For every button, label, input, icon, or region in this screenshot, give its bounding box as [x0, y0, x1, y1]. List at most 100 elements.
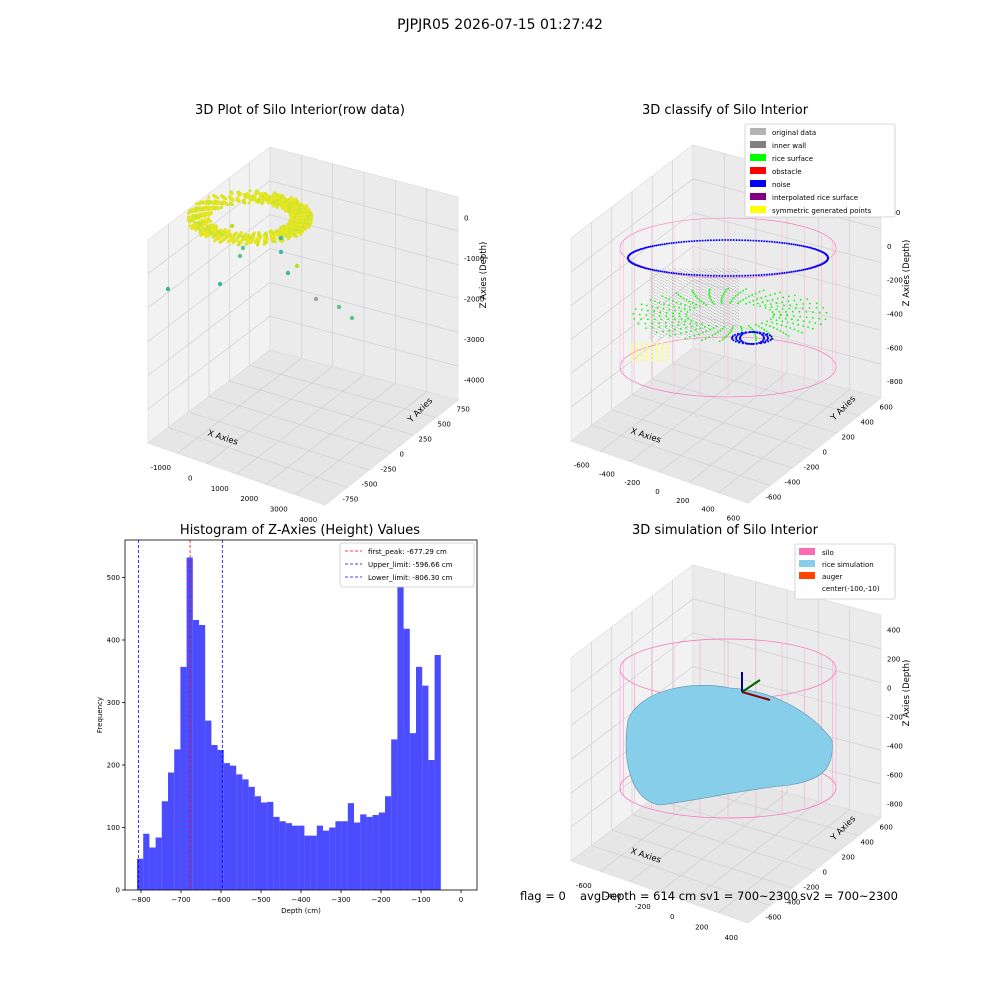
- panel2-legend-label: rice surface: [772, 155, 813, 163]
- histogram-bar: [273, 816, 280, 891]
- panel4-legend-label: rice simulation: [822, 561, 874, 569]
- panel4-legend-label: silo: [822, 549, 834, 557]
- histogram-bar: [223, 763, 230, 891]
- histogram-ytick-label: 300: [107, 699, 120, 707]
- panel4-legend-label: auger: [822, 573, 842, 581]
- panel4-simulation: [619, 638, 837, 819]
- histogram-legend-label: Upper_limit: -596.66 cm: [368, 561, 453, 569]
- panel1-point-cloud: [165, 189, 355, 321]
- panel1-ztick: 0: [464, 214, 468, 222]
- panel1-outlier-point: [278, 249, 284, 255]
- histogram-ytick-label: 0: [116, 887, 120, 895]
- histogram-bar: [186, 557, 193, 890]
- panel4-ytick: 200: [842, 854, 855, 862]
- histogram-bar: [372, 815, 379, 890]
- panel2-ztick: -200: [887, 277, 903, 285]
- histogram-bar: [292, 825, 299, 891]
- panel4-xtick: 0: [670, 913, 674, 921]
- panel4-legend-swatch: [799, 572, 815, 579]
- panel4-rice-surface: [625, 685, 833, 806]
- panel1-outlier-point: [313, 296, 319, 302]
- panel4-xtick: -400: [605, 893, 621, 901]
- panel4-zlabel: Z Axies (Depth): [902, 660, 912, 727]
- histogram-bar: [316, 825, 323, 891]
- panel2-legend-label: noise: [772, 181, 791, 189]
- panel4-ztick: -400: [887, 743, 903, 751]
- panel2-legend-swatch: [750, 128, 766, 135]
- panel2-legend-swatch: [750, 141, 766, 148]
- histogram-bar: [428, 760, 435, 890]
- panel2-legend-label: symmetric generated points: [772, 207, 872, 215]
- histogram-bar: [143, 833, 150, 890]
- panel4-ytick: -200: [804, 884, 820, 892]
- histogram-xtick-label: 0: [459, 896, 463, 904]
- panel4-ytick: 0: [823, 869, 827, 877]
- panel2-xtick: 200: [676, 497, 689, 505]
- panel4-legend-swatch: [799, 560, 815, 567]
- histogram-bar: [354, 822, 361, 890]
- panel1-ytick: -500: [362, 481, 378, 489]
- panel2-xtick: -400: [599, 470, 615, 478]
- panel1-outlier-point: [240, 245, 246, 251]
- histogram-bar: [434, 655, 441, 890]
- histogram-xtick-label: −400: [291, 896, 310, 904]
- panel4-ztick: -600: [887, 772, 903, 780]
- panel1-ytick: 750: [457, 406, 470, 414]
- histogram-bar: [285, 823, 292, 891]
- panel4-ytick: -600: [766, 914, 782, 922]
- histogram-bar: [137, 858, 144, 890]
- panel4-legend-swatch: [799, 548, 815, 555]
- histogram-bar: [378, 812, 385, 890]
- panel1-xtick: -1000: [151, 464, 171, 472]
- histogram-ytick-label: 500: [107, 574, 120, 582]
- panel1-outlier-point: [294, 263, 300, 269]
- panel2-legend-swatch: [750, 167, 766, 174]
- panel1-outlier-point: [278, 235, 284, 241]
- histogram-bar: [298, 825, 305, 891]
- panel4-ytick: -400: [785, 899, 801, 907]
- histogram-bar: [236, 774, 243, 891]
- histogram-xtick-label: −100: [411, 896, 430, 904]
- footer-avgdepth: avgDepth = 614 cm: [580, 889, 697, 903]
- panel1-ztick: -3000: [464, 336, 484, 344]
- panel1-ytick: -750: [343, 496, 359, 504]
- histogram-bar: [149, 847, 156, 890]
- panel4-ztick: -200: [887, 714, 903, 722]
- panel1-ytick: 500: [438, 421, 451, 429]
- histogram-ytick-label: 400: [107, 637, 120, 645]
- panel4-xtick: 200: [695, 924, 708, 932]
- panel1-ztick: -1000: [464, 255, 484, 263]
- panel2-classified-points: [619, 217, 837, 398]
- histogram-xtick-label: −500: [251, 896, 270, 904]
- histogram-legend: [339, 542, 475, 588]
- panel2-ztick: -800: [887, 378, 903, 386]
- histogram-legend-label: first_peak: -677.29 cm: [368, 548, 447, 556]
- panel2-ytick: -200: [804, 464, 820, 472]
- histogram-bars: [137, 557, 441, 891]
- histogram-bar: [391, 739, 398, 891]
- panel4-legend: [794, 543, 896, 600]
- histogram-bar: [267, 801, 274, 891]
- panel2-xtick: 400: [701, 506, 714, 514]
- histogram-bar: [323, 830, 330, 891]
- histogram-ylabel: Frequency: [96, 697, 104, 733]
- panel2-legend-swatch: [750, 193, 766, 200]
- panel2-legend-label: original data: [772, 129, 816, 137]
- histogram-bar: [385, 796, 392, 890]
- panel1-outlier-point: [165, 286, 171, 292]
- histogram-bar: [304, 835, 311, 891]
- panel2-xtick: -600: [574, 461, 590, 469]
- histogram-bar: [217, 750, 224, 890]
- panel2-ytick: 400: [861, 419, 874, 427]
- histogram-bar: [248, 786, 255, 891]
- panel2-ytick: 600: [880, 404, 893, 412]
- panel1-xtick: 3000: [270, 506, 288, 514]
- panel1-outlier-point: [229, 223, 235, 229]
- panel2-xtick: 600: [727, 515, 740, 523]
- histogram-bar: [416, 666, 423, 891]
- panel2-title: 3D classify of Silo Interior: [641, 103, 809, 118]
- panel1-xtick: 4000: [299, 516, 317, 524]
- panel4-legend-label: center(-100,-10): [822, 585, 880, 593]
- histogram-xtick-label: −600: [211, 896, 230, 904]
- panel2-legend-label: interpolated rice surface: [772, 194, 858, 202]
